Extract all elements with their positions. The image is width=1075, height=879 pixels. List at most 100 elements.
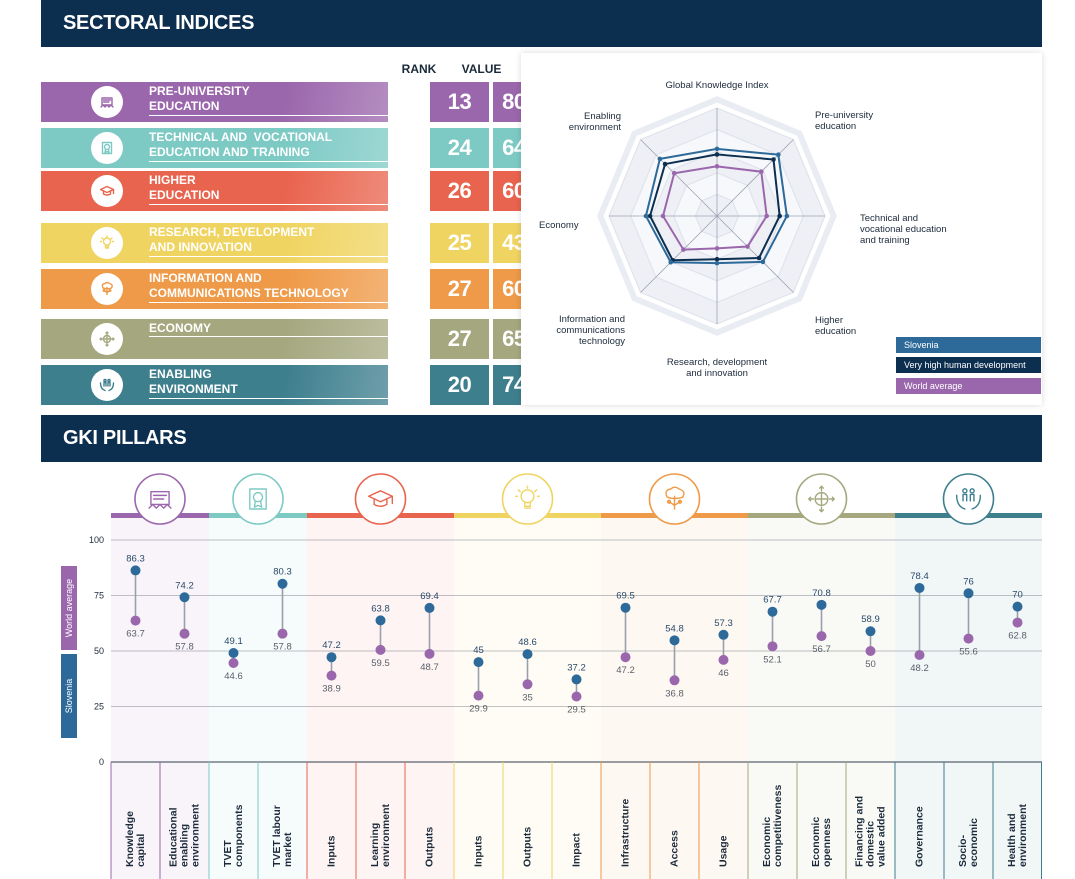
row-separator — [388, 128, 430, 168]
world-average-value-label: 29.5 — [567, 705, 586, 716]
school-icon — [91, 86, 123, 118]
sectoral-row-name-line1: PRE-UNIVERSITY — [149, 84, 250, 98]
radar-axis-label: Pre-university education — [815, 110, 874, 132]
radar-point — [760, 259, 766, 265]
slovenia-value-label: 67.7 — [763, 595, 782, 606]
radar-point — [714, 146, 720, 152]
world-average-value-label: 29.9 — [469, 704, 488, 715]
category-label: Outputs — [522, 827, 534, 867]
radar-axis-label: Higher education — [815, 315, 857, 337]
sectoral-rank: 25 — [430, 223, 489, 263]
radar-point — [660, 213, 666, 219]
graduation-cap-icon — [354, 473, 407, 525]
y-tick-label: 25 — [94, 702, 104, 712]
radar-point — [784, 213, 790, 219]
category-label: environment — [190, 803, 202, 867]
radar-point — [714, 152, 720, 157]
row-separator — [388, 171, 430, 211]
row-separator — [388, 365, 430, 405]
globe-arrows-icon — [795, 473, 848, 525]
radar-chart — [597, 96, 837, 336]
sectoral-rank: 20 — [430, 365, 489, 405]
y-tick-label: 0 — [99, 757, 104, 767]
sectoral-row: PRE-UNIVERSITYEDUCATION1380.3 — [41, 82, 552, 122]
radar-axis-label: Technical and vocational education and t… — [860, 213, 947, 246]
slovenia-point — [1012, 601, 1023, 612]
category-label: openness — [821, 818, 833, 867]
slovenia-point — [718, 629, 729, 640]
world-average-value-label: 56.7 — [812, 644, 831, 655]
radar-point — [662, 161, 668, 167]
world-average-value-label: 50 — [865, 659, 876, 670]
sectoral-row-underline — [149, 336, 388, 337]
radar-point — [777, 213, 782, 219]
slovenia-point — [326, 652, 337, 663]
pillar-group-background — [895, 514, 1042, 879]
y-tick-label: 100 — [89, 535, 104, 545]
category-label: Educational — [168, 807, 180, 867]
radar-spoke — [716, 215, 794, 293]
world-average-point — [718, 654, 729, 665]
world-average-point — [767, 641, 778, 652]
category-label: economic — [968, 818, 980, 867]
world-average-value-label: 63.7 — [126, 629, 145, 640]
slovenia-value-label: 69.4 — [420, 591, 439, 602]
category-label: Economic — [761, 817, 773, 867]
radar-point — [745, 244, 750, 249]
sectoral-rank: 27 — [430, 319, 489, 359]
slovenia-value-label: 86.3 — [126, 553, 145, 564]
category-label: environment — [1017, 803, 1029, 867]
world-average-value-label: 36.8 — [665, 688, 684, 699]
slovenia-point — [914, 582, 925, 593]
sectoral-row-name: ENABLING ENVIRONMENT — [149, 367, 238, 397]
category-label: competitiveness — [772, 785, 784, 867]
hands-people-icon — [91, 369, 123, 401]
slovenia-value-label: 69.5 — [616, 591, 635, 602]
sectoral-row: TECHNICAL AND VOCATIONAL EDUCATION AND TR… — [41, 128, 552, 168]
world-average-value-label: 47.2 — [616, 665, 635, 676]
category-label: components — [233, 804, 245, 867]
sectoral-row-underline — [149, 256, 388, 257]
sectoral-row: HIGHEREDUCATION2660.1 — [41, 171, 552, 211]
slovenia-side-label: Slovenia — [61, 654, 77, 738]
slovenia-value-label: 78.4 — [910, 571, 929, 582]
world-average-side-label: World average — [61, 566, 77, 650]
value-column-header: VALUE — [461, 62, 502, 76]
sectoral-row-underline — [149, 398, 388, 399]
category-label: Infrastructure — [620, 799, 632, 867]
slovenia-value-label: 58.9 — [861, 614, 880, 625]
slovenia-value-label: 74.2 — [175, 580, 194, 591]
radar-point — [771, 157, 776, 162]
radar-point — [657, 156, 663, 162]
radar-spoke — [716, 139, 794, 217]
radar-axis-label: Information and communications technolog… — [556, 314, 625, 347]
sectoral-row-underline — [149, 161, 388, 162]
radar-point — [647, 213, 653, 219]
world-average-value-label: 48.7 — [420, 662, 439, 673]
sectoral-row-name-line1: TECHNICAL AND VOCATIONAL — [149, 130, 333, 144]
sectoral-row-name-line1: HIGHER — [149, 173, 196, 187]
world-average-point — [375, 644, 386, 655]
sectoral-row-name: ECONOMY — [149, 321, 211, 336]
row-separator — [388, 319, 430, 359]
sectoral-row-name: RESEARCH, DEVELOPMENT AND INNOVATION — [149, 225, 314, 255]
category-label: Economic — [810, 817, 822, 867]
network-tree-icon — [91, 273, 123, 305]
sectoral-row-name-line2: ENVIRONMENT — [149, 382, 238, 396]
slovenia-value-label: 70 — [1012, 590, 1023, 601]
gki-pillars-title: GKI PILLARS — [63, 427, 187, 449]
pillar-group-background — [601, 514, 748, 879]
slovenia-value-label: 49.1 — [224, 636, 243, 647]
category-label: Socio- — [957, 834, 969, 867]
sectoral-rank: 13 — [430, 82, 489, 122]
world-average-value-label: 57.8 — [175, 642, 194, 653]
sectoral-indices-banner: SECTORAL INDICES — [41, 0, 1042, 47]
world-average-point — [571, 691, 582, 702]
radar-point — [671, 170, 677, 176]
sectoral-row-name-line1: INFORMATION AND — [149, 271, 262, 285]
world-average-value-label: 57.8 — [273, 642, 292, 653]
world-average-point — [326, 670, 337, 681]
slovenia-point — [522, 649, 533, 660]
slovenia-value-label: 54.8 — [665, 623, 684, 634]
sectoral-rank: 27 — [430, 269, 489, 309]
